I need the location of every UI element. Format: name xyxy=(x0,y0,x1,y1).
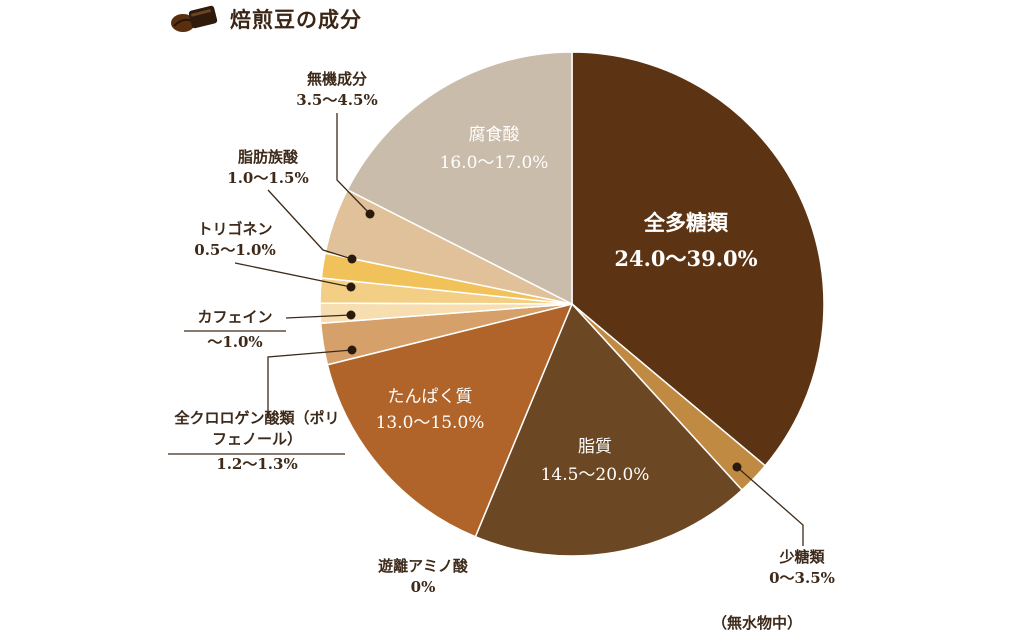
slice-range: 1.2〜1.3% xyxy=(216,455,298,473)
leader-line-無機成分 xyxy=(336,113,371,215)
slice-name: 少糖類 xyxy=(779,548,825,566)
leader-line-クロロゲン酸 xyxy=(267,349,353,418)
pie-slice-脂質 xyxy=(474,302,744,557)
pie-slice-腐食酸 xyxy=(346,51,573,306)
chart-title: 焙煎豆の成分 xyxy=(230,7,362,32)
coffee-beans-icon xyxy=(171,5,218,32)
slice-name: 遊離アミノ酸 xyxy=(378,557,468,575)
leader-line-少糖類 xyxy=(736,466,804,546)
leader-dot-トリゴネン xyxy=(346,282,356,292)
pie-slice-全多糖類 xyxy=(571,51,825,467)
leader-dot-少糖類 xyxy=(732,462,742,472)
slice-range: 0〜3.5% xyxy=(769,569,835,587)
label-遊離アミノ酸: 遊離アミノ酸 0% xyxy=(362,556,484,598)
slice-name: 全クロロゲン酸類（ポリフェノール） xyxy=(174,409,340,448)
pie-slice-たんぱく質 xyxy=(326,302,574,538)
pie-slices xyxy=(319,51,825,557)
slice-name: トリゴネン xyxy=(197,220,273,238)
leader-dot-無機成分 xyxy=(365,209,375,219)
slice-name: 脂質 xyxy=(578,437,612,457)
label-少糖類: 少糖類 0〜3.5% xyxy=(752,547,852,589)
leader-line-トリゴネン xyxy=(234,262,352,288)
leader-dot-クロロゲン酸 xyxy=(347,345,357,355)
unit-note: （無水物中） xyxy=(712,614,803,632)
label-全多糖類: 全多糖類 24.0〜39.0% xyxy=(612,205,760,277)
slice-name: 脂肪族酸 xyxy=(237,148,298,166)
leader-line-脂肪族酸 xyxy=(267,189,353,260)
slice-name: 腐食酸 xyxy=(468,125,520,145)
slice-range: 13.0〜15.0% xyxy=(375,413,485,433)
slice-name: 無機成分 xyxy=(306,70,367,88)
leader-lines xyxy=(168,113,804,546)
label-クロロゲン酸: 全クロロゲン酸類（ポリフェノール） 1.2〜1.3% xyxy=(166,408,348,475)
label-カフェイン: カフェイン 〜1.0% xyxy=(184,307,286,353)
slice-range: 〜1.0% xyxy=(207,333,263,351)
leader-dots xyxy=(346,209,742,472)
label-腐食酸: 腐食酸 16.0〜17.0% xyxy=(412,121,576,177)
slice-range: 16.0〜17.0% xyxy=(439,153,549,173)
leader-line-カフェイン xyxy=(285,314,352,319)
slice-range: 0.5〜1.0% xyxy=(194,241,276,259)
label-脂肪族酸: 脂肪族酸 1.0〜1.5% xyxy=(214,147,322,189)
chart-header: 焙煎豆の成分 xyxy=(168,2,362,36)
label-たんぱく質: たんぱく質 13.0〜15.0% xyxy=(358,384,502,436)
label-無機成分: 無機成分 3.5〜4.5% xyxy=(284,69,390,111)
slice-name: カフェイン xyxy=(197,308,273,326)
label-トリゴネン: トリゴネン 0.5〜1.0% xyxy=(180,219,290,261)
slice-range: 24.0〜39.0% xyxy=(614,246,758,271)
leader-dot-脂肪族酸 xyxy=(347,254,357,264)
slice-name: 全多糖類 xyxy=(644,210,728,235)
slice-range: 14.5〜20.0% xyxy=(540,465,650,485)
label-脂質: 脂質 14.5〜20.0% xyxy=(524,433,666,489)
slice-range: 0% xyxy=(410,578,436,596)
leader-dot-カフェイン xyxy=(346,310,356,320)
slice-range: 3.5〜4.5% xyxy=(296,91,378,109)
slice-name: たんぱく質 xyxy=(387,387,473,407)
slice-range: 1.0〜1.5% xyxy=(227,169,309,187)
